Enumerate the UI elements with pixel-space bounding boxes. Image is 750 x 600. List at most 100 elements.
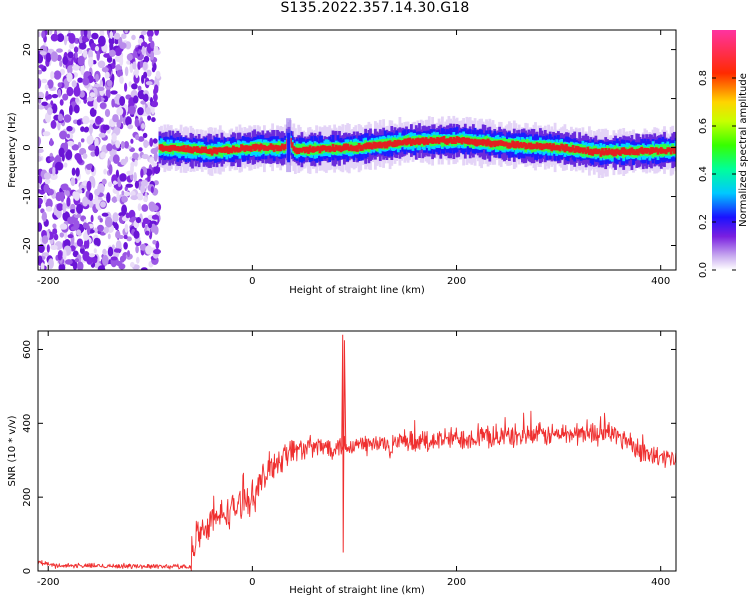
- noise-speckle: [71, 167, 76, 176]
- trace-segment: [390, 142, 394, 147]
- noise-speckle: [60, 183, 69, 190]
- trace-segment: [284, 143, 287, 150]
- noise-speckle: [130, 190, 136, 197]
- trace-segment: [450, 138, 454, 144]
- trace-segment: [517, 142, 521, 149]
- noise-speckle: [69, 104, 73, 116]
- trace-segment: [521, 143, 524, 149]
- trace-segment: [558, 145, 562, 152]
- noise-speckle: [59, 68, 65, 75]
- noise-speckle: [98, 132, 106, 138]
- trace-segment: [414, 138, 418, 145]
- noise-speckle: [143, 71, 148, 79]
- trace-segment: [578, 147, 581, 154]
- trace-segment: [369, 142, 372, 149]
- noise-speckle: [107, 233, 111, 240]
- snr-ytick-label: 400: [22, 414, 33, 433]
- trace-segment: [516, 141, 519, 148]
- trace-segment: [597, 148, 601, 154]
- trace-segment: [645, 148, 648, 154]
- noise-speckle: [90, 214, 94, 223]
- noise-speckle: [38, 69, 43, 75]
- trace-segment: [514, 142, 518, 149]
- noise-speckle: [77, 158, 83, 164]
- trace-segment: [459, 138, 462, 143]
- trace-segment: [269, 143, 273, 150]
- noise-speckle: [116, 119, 122, 128]
- noise-speckle: [88, 49, 93, 60]
- noise-speckle: [62, 93, 69, 101]
- trace-segment: [511, 140, 514, 148]
- noise-speckle: [63, 141, 69, 153]
- noise-speckle: [131, 216, 138, 221]
- trace-segment: [494, 140, 498, 147]
- noise-speckle: [53, 233, 59, 241]
- noise-speckle: [41, 252, 50, 257]
- noise-speckle: [83, 30, 88, 37]
- trace-segment: [400, 140, 403, 146]
- noise-speckle: [99, 218, 103, 223]
- noise-speckle: [123, 242, 128, 250]
- noise-speckle: [146, 69, 152, 77]
- trace-segment: [336, 145, 340, 151]
- noise-speckle: [145, 245, 153, 255]
- trace-segment: [310, 147, 314, 153]
- noise-speckle: [88, 56, 94, 68]
- noise-speckle: [76, 203, 83, 214]
- colorbar-tick-label: 0.8: [698, 70, 709, 86]
- trace-segment: [341, 145, 345, 152]
- noise-speckle: [79, 247, 85, 254]
- trace-segment: [251, 144, 255, 150]
- heatmap-ylabel: Frequency (Hz): [7, 112, 18, 188]
- snr-xtick-label: 0: [249, 577, 255, 588]
- trace-segment: [444, 138, 448, 145]
- heatmap-xtick-label: 200: [447, 276, 466, 287]
- trace-segment: [300, 148, 304, 153]
- trace-segment: [501, 141, 505, 146]
- trace-segment: [178, 146, 181, 152]
- trace-segment: [272, 145, 276, 152]
- noise-speckle: [77, 55, 85, 66]
- trace-segment: [630, 147, 634, 154]
- noise-speckle: [41, 235, 49, 245]
- trace-segment: [607, 148, 611, 155]
- noise-speckle: [57, 113, 64, 122]
- trace-segment: [437, 138, 441, 145]
- trace-segment: [225, 146, 229, 153]
- trace-segment: [576, 146, 580, 153]
- noise-speckle: [76, 261, 84, 270]
- noise-speckle: [140, 267, 148, 270]
- trace-segment: [463, 138, 467, 144]
- trace-segment: [460, 137, 464, 145]
- trace-segment: [615, 148, 619, 155]
- noise-speckle: [148, 35, 153, 43]
- noise-speckle: [65, 149, 73, 161]
- noise-speckle: [107, 181, 113, 188]
- noise-speckle: [97, 265, 106, 270]
- trace-segment: [606, 150, 609, 156]
- noise-speckle: [53, 70, 62, 80]
- trace-segment: [264, 145, 268, 151]
- trace-segment: [550, 144, 554, 152]
- noise-speckle: [113, 180, 117, 185]
- trace-segment: [158, 144, 162, 150]
- trace-segment: [383, 141, 387, 149]
- trace-segment: [545, 142, 549, 149]
- noise-speckle: [82, 77, 90, 86]
- noise-speckle: [101, 178, 107, 185]
- noise-speckle: [86, 163, 93, 170]
- noise-speckle: [98, 35, 106, 47]
- noise-speckle: [62, 202, 67, 213]
- trace-segment: [408, 137, 412, 144]
- noise-speckle: [82, 115, 90, 125]
- trace-segment: [227, 147, 230, 155]
- trace-segment: [476, 139, 480, 146]
- noise-speckle: [75, 97, 80, 103]
- noise-speckle: [118, 212, 126, 217]
- trace-segment: [570, 146, 573, 153]
- trace-segment: [253, 144, 256, 151]
- noise-speckle: [94, 45, 100, 52]
- noise-speckle: [45, 95, 52, 100]
- trace-segment: [669, 148, 673, 155]
